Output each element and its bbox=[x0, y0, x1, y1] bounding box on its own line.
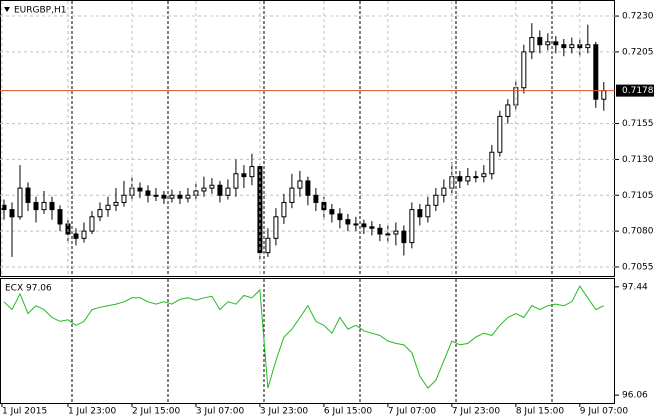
candle-body bbox=[81, 230, 87, 239]
candle-body bbox=[57, 209, 63, 225]
candle-body bbox=[353, 223, 359, 226]
y-tick-label: 0.7105 bbox=[622, 191, 654, 201]
candle-body bbox=[281, 201, 287, 218]
y-tick-label: 97.44 bbox=[622, 282, 648, 292]
candle-body bbox=[593, 44, 599, 100]
x-tick-label: 8 Jul 15:00 bbox=[516, 407, 565, 417]
candle-body bbox=[249, 166, 255, 178]
candle-body bbox=[393, 230, 399, 235]
candle-body bbox=[121, 194, 127, 203]
x-tick-label: 7 Jul 07:00 bbox=[388, 407, 437, 417]
y-tick-label: 0.7230 bbox=[622, 12, 654, 22]
candle-body bbox=[369, 226, 375, 229]
candle-body bbox=[409, 209, 415, 244]
candle-body bbox=[465, 176, 471, 182]
candle-body bbox=[313, 194, 319, 203]
candle-body bbox=[105, 204, 111, 211]
candle-body bbox=[161, 194, 167, 199]
candle-body bbox=[521, 51, 527, 89]
candle-body bbox=[345, 219, 351, 225]
last-price-label: 0.7178 bbox=[622, 86, 654, 96]
candle-body bbox=[297, 180, 303, 189]
candle-body bbox=[217, 184, 223, 196]
last-price-box bbox=[616, 84, 654, 97]
candle-body bbox=[433, 194, 439, 206]
x-tick-label: 3 Jul 07:00 bbox=[196, 407, 245, 417]
candle-body bbox=[441, 187, 447, 196]
candle-body bbox=[561, 44, 567, 49]
x-tick-label: 2 Jul 15:00 bbox=[132, 407, 181, 417]
main-panel bbox=[0, 0, 615, 277]
candle-body bbox=[1, 204, 7, 211]
candle-body bbox=[97, 209, 103, 218]
candle-body bbox=[137, 187, 143, 192]
y-tick-label: 0.7155 bbox=[622, 119, 654, 129]
candle-body bbox=[273, 216, 279, 239]
candle-body bbox=[185, 194, 191, 199]
candle-body bbox=[545, 41, 551, 46]
candle-body bbox=[225, 187, 231, 196]
candle-body bbox=[417, 209, 423, 218]
x-tick-label: 9 Jul 07:00 bbox=[580, 407, 629, 417]
candle-body bbox=[17, 187, 23, 218]
chart-title: EURGBP,H1 bbox=[14, 6, 66, 16]
candle-body bbox=[49, 201, 55, 211]
candle-body bbox=[257, 166, 263, 254]
candle-body bbox=[585, 44, 591, 49]
candle-body bbox=[529, 37, 535, 53]
candle-body bbox=[153, 194, 159, 197]
candle-body bbox=[385, 233, 391, 236]
x-tick-label: 3 Jul 23:00 bbox=[260, 407, 309, 417]
candle-body bbox=[145, 190, 151, 196]
candle-body bbox=[169, 194, 175, 199]
x-tick-label: 6 Jul 15:00 bbox=[324, 407, 373, 417]
candle-body bbox=[265, 237, 271, 254]
candle-body bbox=[9, 209, 15, 218]
candle-body bbox=[489, 151, 495, 175]
candle-body bbox=[473, 176, 479, 179]
y-tick-label: 0.7205 bbox=[622, 47, 654, 57]
x-tick-label: 1 Jul 2015 bbox=[2, 407, 47, 417]
candle-body bbox=[201, 187, 207, 192]
candle-body bbox=[377, 227, 383, 235]
candle-body bbox=[305, 180, 311, 196]
candle-body bbox=[329, 209, 335, 215]
candle-body bbox=[113, 201, 119, 206]
candle-body bbox=[425, 204, 431, 218]
indicator-line bbox=[3, 285, 605, 389]
menu-arrow bbox=[4, 7, 10, 12]
y-tick-label: 0.7130 bbox=[622, 155, 654, 165]
candle-body bbox=[505, 104, 511, 117]
candle-body bbox=[401, 230, 407, 244]
indicator-panel bbox=[0, 278, 615, 404]
candle-body bbox=[33, 201, 39, 211]
x-tick-label: 7 Jul 23:00 bbox=[452, 407, 501, 417]
candle-body bbox=[601, 90, 607, 100]
y-tick-label: 96.06 bbox=[622, 391, 648, 401]
candle-body bbox=[25, 187, 31, 203]
candle-body bbox=[569, 44, 575, 49]
candle-body bbox=[497, 115, 503, 153]
y-tick-label: 0.7080 bbox=[622, 227, 654, 237]
candle-body bbox=[289, 187, 295, 203]
candle-body bbox=[553, 41, 559, 46]
candle-body bbox=[89, 216, 95, 232]
candle-body bbox=[41, 201, 47, 211]
y-tick-label: 0.7055 bbox=[622, 262, 654, 272]
candle-body bbox=[457, 176, 463, 182]
candle-body bbox=[241, 173, 247, 178]
candle-body bbox=[361, 223, 367, 228]
candle-body bbox=[73, 233, 79, 239]
x-tick-label: 1 Jul 23:00 bbox=[68, 407, 117, 417]
candle-body bbox=[537, 37, 543, 46]
candle-body bbox=[177, 194, 183, 199]
candle-body bbox=[209, 184, 215, 189]
candle-body bbox=[481, 173, 487, 178]
indicator-title: ECX 97.06 bbox=[5, 284, 52, 294]
candle-body bbox=[233, 173, 239, 189]
candle-body bbox=[337, 213, 343, 221]
